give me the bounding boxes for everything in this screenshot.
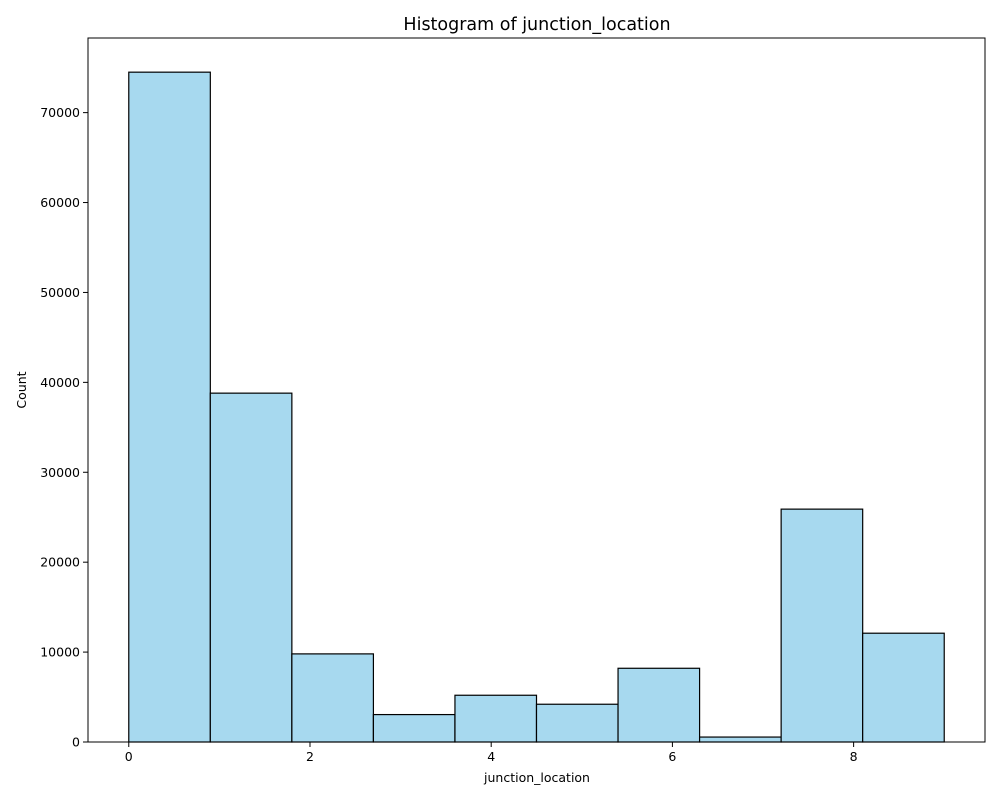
histogram-bar-9 xyxy=(862,632,945,743)
y-tick-label: 20000 xyxy=(40,555,80,570)
x-tick-label: 6 xyxy=(668,749,676,764)
y-tick-label: 50000 xyxy=(40,285,80,300)
y-tick-label: 30000 xyxy=(40,465,80,480)
histogram-bar-1 xyxy=(209,392,293,743)
histogram-bar-0 xyxy=(128,71,211,743)
y-tick-label: 40000 xyxy=(40,375,80,390)
chart-title: Histogram of junction_location xyxy=(403,15,670,35)
histogram-bar-2 xyxy=(291,653,375,743)
histogram-bar-7 xyxy=(698,736,782,743)
histogram-bar-3 xyxy=(372,713,456,743)
x-axis-ticks: 0 2 4 6 8 xyxy=(125,742,858,764)
y-axis-ticks: 0 10000 20000 30000 40000 50000 60000 70000 xyxy=(40,105,88,750)
y-tick-label: 10000 xyxy=(40,645,80,660)
y-axis-label: Count xyxy=(14,371,29,408)
y-tick-label: 60000 xyxy=(40,195,80,210)
x-tick-label: 4 xyxy=(487,749,495,764)
bars-layer xyxy=(128,71,945,743)
histogram-bar-6 xyxy=(617,667,701,743)
y-tick-label: 0 xyxy=(72,735,80,750)
histogram-bar-4 xyxy=(454,694,538,743)
histogram-bar-5 xyxy=(535,703,619,743)
x-axis-label: junction_location xyxy=(483,770,590,785)
x-tick-label: 2 xyxy=(306,749,314,764)
x-tick-label: 8 xyxy=(850,749,858,764)
histogram-bar-8 xyxy=(780,508,864,743)
y-tick-label: 70000 xyxy=(40,105,80,120)
x-tick-label: 0 xyxy=(125,749,133,764)
plot-area-frame xyxy=(87,37,986,743)
